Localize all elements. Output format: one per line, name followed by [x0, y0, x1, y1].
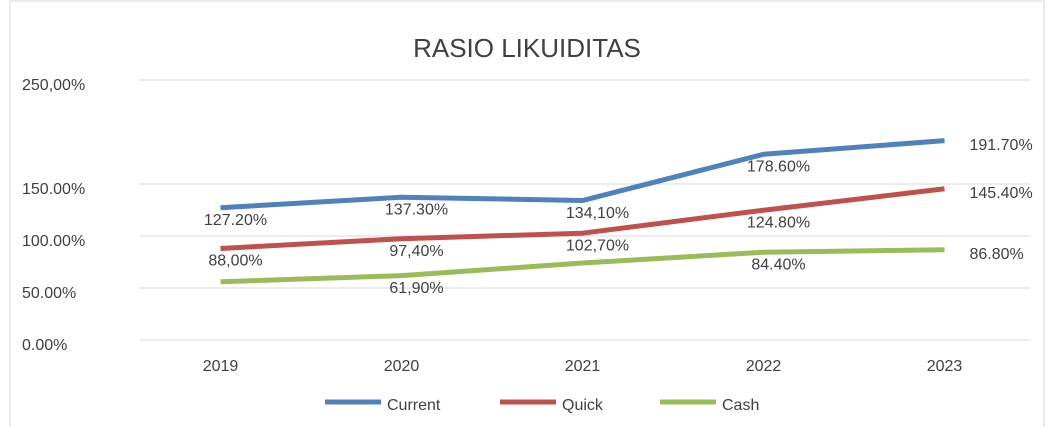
data-label: 61,90% [389, 280, 443, 297]
y-tick-label: 0.00% [22, 337, 67, 354]
series-line [220, 247, 945, 285]
y-tick-label: 50.00% [22, 285, 76, 302]
x-tick-label: 2022 [746, 358, 782, 375]
data-label: 191.70% [970, 137, 1033, 154]
series-line [220, 186, 945, 251]
series-line [220, 138, 945, 211]
legend-label: Cash [722, 397, 759, 414]
legend-label: Current [387, 397, 441, 414]
y-tick-label: 250,00% [22, 77, 85, 94]
x-tick-label: 2021 [565, 358, 601, 375]
x-tick-label: 2023 [927, 358, 963, 375]
data-label: 86.80% [970, 246, 1024, 263]
data-label: 102,70% [566, 237, 629, 254]
data-label: 178.60% [747, 158, 810, 175]
y-tick-label: 150.00% [22, 181, 85, 198]
data-label: 88,00% [208, 253, 262, 270]
data-label: 84.40% [751, 256, 805, 273]
chart-title: RASIO LIKUIDITAS [413, 33, 641, 63]
data-label: 124.80% [747, 214, 810, 231]
data-label: 97,40% [389, 243, 443, 260]
x-tick-label: 2020 [384, 358, 420, 375]
legend-label: Quick [562, 397, 604, 414]
data-label: 137.30% [385, 201, 448, 218]
y-tick-label: 100.00% [22, 233, 85, 250]
data-label: 134,10% [566, 205, 629, 222]
chart-frame [9, 0, 1045, 427]
x-tick-label: 2019 [203, 358, 239, 375]
data-label: 145.40% [970, 185, 1033, 202]
data-label: 127.20% [204, 212, 267, 229]
